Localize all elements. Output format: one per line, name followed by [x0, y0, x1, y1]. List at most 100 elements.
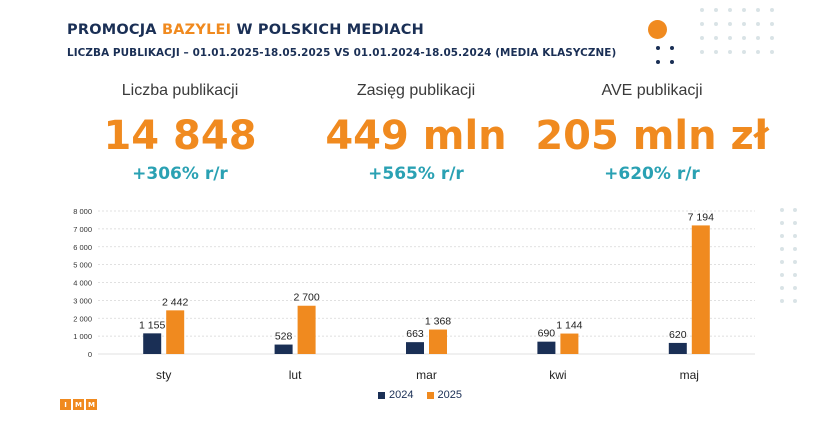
x-tick-label: sty [156, 368, 171, 382]
decorative-dot [670, 60, 674, 64]
data-label: 1 368 [425, 316, 451, 328]
y-tick-label: 6 000 [73, 243, 92, 252]
decorative-dot [700, 36, 704, 40]
y-tick-label: 0 [88, 350, 92, 359]
decorative-dot [793, 208, 797, 212]
y-tick-label: 5 000 [73, 261, 92, 270]
decorative-dot [770, 36, 774, 40]
decorative-dot [780, 286, 784, 290]
title-part1: PROMOCJA [67, 22, 157, 38]
y-tick-label: 1 000 [73, 332, 92, 341]
decorative-dot [780, 221, 784, 225]
kpi-label: Liczba publikacji [121, 82, 239, 99]
decorative-dot [742, 36, 746, 40]
decorative-dot [780, 260, 784, 264]
data-label: 690 [538, 328, 556, 340]
legend-label-2024: 2024 [389, 389, 414, 401]
decorative-dot [728, 36, 732, 40]
bar-2025 [429, 329, 447, 354]
decorative-dot [700, 50, 704, 54]
decorative-dot [700, 22, 704, 26]
bar-2024 [406, 342, 424, 354]
decorative-dot [714, 8, 718, 12]
chart-subtitle: LICZBA PUBLIKACJI – 01.01.2025-18.05.202… [67, 47, 617, 59]
decorative-dot [793, 221, 797, 225]
decorative-orange-circle [648, 20, 667, 39]
data-label: 2 442 [162, 296, 188, 308]
kpi-value: 205 mln zł [535, 113, 769, 159]
decorative-dot [670, 46, 674, 50]
data-label: 620 [669, 329, 687, 341]
decorative-dot [793, 234, 797, 238]
legend-swatch-2024 [378, 391, 385, 399]
decorative-dot [756, 36, 760, 40]
bar-2025 [297, 305, 316, 354]
decorative-dot [770, 8, 774, 12]
y-tick-label: 2 000 [73, 314, 92, 323]
logo-letter: M [73, 399, 84, 410]
decorative-dot [793, 247, 797, 251]
decorative-dot [700, 8, 704, 12]
decorative-dot [728, 8, 732, 12]
decorative-dot [728, 22, 732, 26]
decorative-dot [780, 299, 784, 303]
kpi-label: AVE publikacji [601, 82, 703, 99]
y-tick-label: 3 000 [73, 296, 92, 305]
decorative-dot [793, 299, 797, 303]
data-label: 7 194 [688, 211, 714, 223]
decorative-dot [742, 22, 746, 26]
legend-label-2025: 2025 [437, 389, 463, 401]
decorative-dot [780, 234, 784, 238]
bar-2024 [143, 333, 162, 354]
bar-2024 [668, 342, 687, 354]
bar-2025 [560, 333, 579, 354]
title-part2: W POLSKICH MEDIACH [236, 22, 424, 38]
logo-letter: I [60, 399, 71, 410]
x-tick-label: mar [416, 368, 437, 382]
y-tick-label: 8 000 [73, 207, 92, 216]
decorative-dot [793, 286, 797, 290]
title-accent: BAZYLEI [161, 22, 232, 38]
kpi-reach: Zasięg publikacji 449 mln +565% r/r [296, 82, 536, 184]
kpi-change: +565% r/r [368, 164, 464, 184]
chart-legend: 2024 2025 [378, 389, 472, 402]
data-label: 2 700 [293, 292, 319, 304]
data-label: 1 155 [139, 319, 165, 331]
decorative-dot [756, 22, 760, 26]
decorative-dot [770, 50, 774, 54]
decorative-dot [793, 273, 797, 277]
bar-2025 [166, 310, 185, 354]
decorative-dot [756, 8, 760, 12]
kpi-change: +620% r/r [604, 164, 700, 184]
x-tick-label: maj [680, 368, 699, 382]
decorative-dot [714, 50, 718, 54]
x-tick-label: kwi [549, 368, 566, 382]
decorative-dot [742, 50, 746, 54]
decorative-dot [714, 22, 718, 26]
decorative-dot [793, 260, 797, 264]
decorative-dot [656, 60, 660, 64]
bar-2024 [274, 344, 293, 354]
decorative-dot [728, 50, 732, 54]
data-label: 528 [275, 331, 293, 343]
decorative-dot [780, 273, 784, 277]
bar-2024 [537, 341, 556, 354]
x-tick-label: lut [289, 368, 302, 382]
legend-item-2024: 2024 [378, 389, 413, 401]
y-tick-label: 4 000 [73, 279, 92, 288]
legend-item-2025: 2025 [426, 389, 463, 401]
kpi-label: Zasięg publikacji [356, 82, 476, 99]
kpi-publications: Liczba publikacji 14 848 +306% r/r [60, 82, 300, 184]
kpi-value: 14 848 [103, 113, 257, 159]
kpi-change: +306% r/r [132, 164, 228, 184]
decorative-dot [780, 208, 784, 212]
data-label: 1 144 [556, 320, 582, 332]
decorative-dot [770, 22, 774, 26]
decorative-dot [780, 247, 784, 251]
chart-title: PROMOCJA BAZYLEI W POLSKICH MEDIACH [67, 22, 424, 38]
imm-logo: I M M [60, 399, 97, 410]
data-label: 663 [406, 328, 424, 340]
logo-letter: M [86, 399, 97, 410]
decorative-dot [656, 46, 660, 50]
